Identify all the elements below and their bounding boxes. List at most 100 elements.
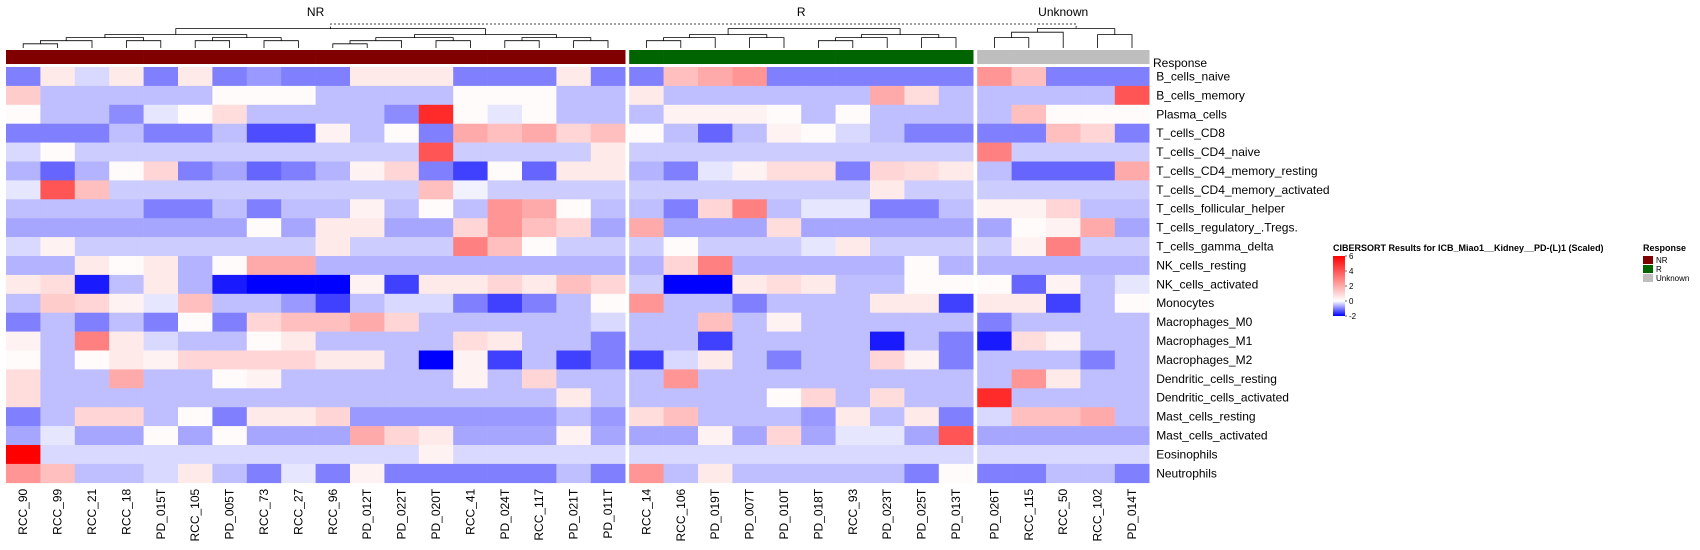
dendrogram-branch (504, 40, 540, 48)
heatmap-cell (453, 369, 488, 389)
heatmap-cell (904, 426, 940, 446)
dendrogram-branch (689, 34, 768, 38)
column-label: PD_005T (223, 488, 237, 539)
heatmap-cell (977, 426, 1012, 446)
heatmap-cell (835, 104, 871, 124)
heatmap-cell (801, 85, 836, 106)
heatmap-cell (350, 85, 385, 106)
heatmap-cell (384, 445, 420, 465)
heatmap-cell (384, 161, 420, 181)
heatmap-cell (109, 85, 144, 106)
heatmap-cell (350, 331, 385, 351)
heatmap-cell (143, 142, 179, 162)
heatmap-cell (246, 237, 282, 257)
heatmap-cell (835, 426, 871, 446)
heatmap-cell (629, 445, 664, 465)
column-label: PD_010T (777, 488, 791, 539)
heatmap-cell (246, 463, 282, 484)
heatmap-cell (1080, 180, 1116, 200)
heatmap-cell (522, 293, 557, 313)
column-dendrogram (22, 23, 1133, 48)
heatmap-cell (453, 180, 488, 200)
heatmap-cell (1046, 388, 1081, 408)
dendrogram-branch (994, 37, 1030, 48)
heatmap-cell (178, 274, 213, 295)
heatmap-cell (904, 180, 940, 200)
heatmap-cell (315, 161, 351, 181)
heatmap-cell (1080, 388, 1116, 408)
heatmap-cell (801, 237, 836, 257)
heatmap-cell (487, 67, 523, 87)
heatmap-cell (556, 104, 592, 124)
heatmap-cell (246, 256, 282, 276)
heatmap-cell (418, 331, 454, 351)
heatmap-cell (629, 67, 664, 87)
heatmap-cell (522, 218, 557, 238)
heatmap-cell (487, 218, 523, 238)
heatmap-cell (590, 123, 626, 143)
heatmap-cell (418, 256, 454, 276)
heatmap-cell (732, 331, 768, 351)
heatmap-cell (178, 256, 213, 276)
color-scale-tick-label: 0 (1349, 297, 1354, 306)
heatmap-cell (904, 67, 940, 87)
heatmap-cell (246, 312, 282, 332)
row-label: T_cells_CD4_naive (1156, 145, 1260, 159)
annotation-cell (977, 50, 1012, 64)
heatmap-cell (246, 426, 282, 446)
heatmap-cell (870, 161, 905, 181)
heatmap-cell (938, 426, 974, 446)
heatmap-cell (663, 142, 699, 162)
heatmap-cell (487, 256, 523, 276)
heatmap-cell (904, 331, 940, 351)
heatmap-cell (629, 293, 664, 313)
heatmap-cell (315, 293, 351, 313)
heatmap-cell (418, 369, 454, 389)
heatmap-cell (74, 463, 110, 484)
column-label: RCC_106 (674, 488, 688, 541)
heatmap-cell (1011, 142, 1047, 162)
heatmap-cell (663, 180, 699, 200)
heatmap-cell (350, 218, 385, 238)
heatmap-cell (1011, 256, 1047, 276)
heatmap-cell (1114, 142, 1150, 162)
dendrogram-root (330, 23, 1077, 29)
heatmap-cell (766, 331, 802, 351)
heatmap-cell (6, 67, 41, 87)
heatmap-cell (629, 388, 664, 408)
heatmap-cell (143, 293, 179, 313)
annotation-cell (315, 50, 351, 64)
dendrogram-branch (1011, 31, 1064, 48)
heatmap-cell (6, 426, 41, 446)
heatmap-cell (977, 104, 1012, 124)
column-label: PD_024T (498, 488, 512, 539)
heatmap-cell (6, 85, 41, 106)
heatmap-cell (870, 67, 905, 87)
heatmap-cell (384, 142, 420, 162)
dendrogram-branch (435, 40, 471, 48)
dendrogram-branch (663, 37, 716, 48)
annotation-cell (384, 50, 420, 64)
heatmap-cell (418, 67, 454, 87)
heatmap-cell (698, 445, 733, 465)
column-label: PD_014T (1125, 488, 1139, 539)
heatmap-cell (418, 274, 454, 295)
heatmap-cell (904, 256, 940, 276)
heatmap-cell (178, 388, 213, 408)
heatmap-cell (453, 293, 488, 313)
heatmap-cell (40, 123, 76, 143)
heatmap-cell (766, 293, 802, 313)
heatmap-cell (212, 199, 248, 219)
heatmap-cell (698, 274, 733, 295)
heatmap-cell (590, 388, 626, 408)
heatmap-cell (281, 256, 316, 276)
heatmap-cell (938, 161, 974, 181)
heatmap-cell (698, 293, 733, 313)
color-scale-tick-label: 6 (1349, 252, 1354, 261)
heatmap-cell (629, 142, 664, 162)
heatmap-cell (556, 237, 592, 257)
heatmap-cell (590, 256, 626, 276)
heatmap-cell (315, 350, 351, 370)
heatmap-cell (40, 350, 76, 370)
annotation-cell (246, 50, 282, 64)
